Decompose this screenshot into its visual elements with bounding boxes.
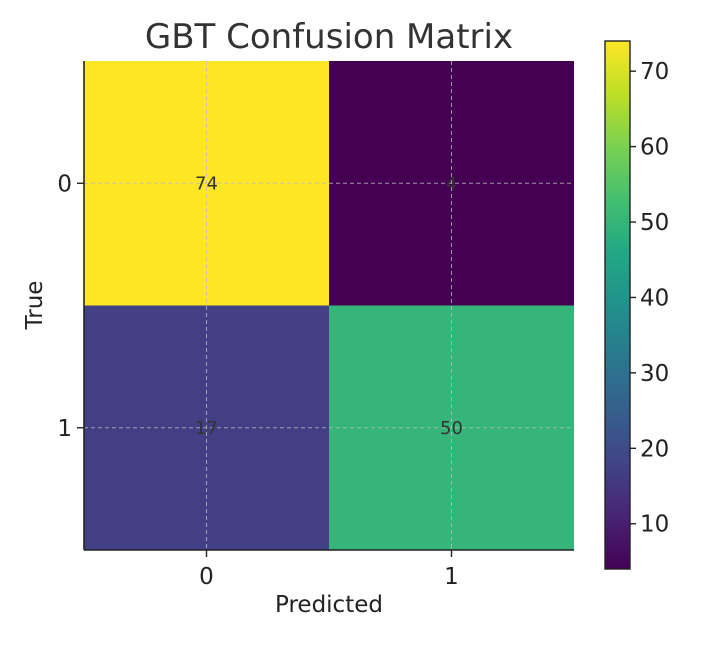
grid-lines	[84, 61, 574, 550]
x-tick-label-1: 1	[444, 564, 459, 590]
y-tick-label-0: 0	[57, 171, 72, 197]
colorbar-tick-label-5: 60	[640, 135, 669, 161]
cell-value-label-1-0: 17	[195, 418, 218, 439]
heatmap-cells	[84, 61, 574, 550]
cell-value-label-0-1: 4	[446, 173, 457, 194]
y-axis-label: True	[22, 281, 48, 331]
cell-value-label-1-1: 50	[440, 418, 463, 439]
colorbar-gradient	[604, 40, 631, 570]
colorbar-tick-label-3: 40	[640, 285, 669, 311]
axes	[83, 61, 574, 551]
chart-title: GBT Confusion Matrix	[145, 17, 513, 57]
x-tick-label-0: 0	[199, 564, 214, 590]
colorbar-tick-label-2: 30	[640, 361, 669, 387]
y-axis-ticks: 01	[57, 171, 84, 442]
colorbar	[604, 40, 631, 570]
cell-value-label-0-0: 74	[195, 173, 218, 194]
colorbar-ticks: 10 20 30 40 50 60 70	[630, 59, 669, 538]
colorbar-tick-label-1: 20	[640, 436, 669, 462]
x-axis-label: Predicted	[275, 592, 383, 618]
colorbar-tick-label-4: 50	[640, 210, 669, 236]
y-tick-label-1: 1	[57, 416, 72, 442]
cell-value-labels: 74 4 17 50	[195, 173, 463, 439]
colorbar-tick-label-6: 70	[640, 59, 669, 85]
colorbar-tick-label-0: 10	[640, 512, 669, 538]
